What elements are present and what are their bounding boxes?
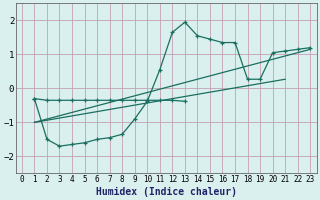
X-axis label: Humidex (Indice chaleur): Humidex (Indice chaleur): [96, 186, 236, 197]
